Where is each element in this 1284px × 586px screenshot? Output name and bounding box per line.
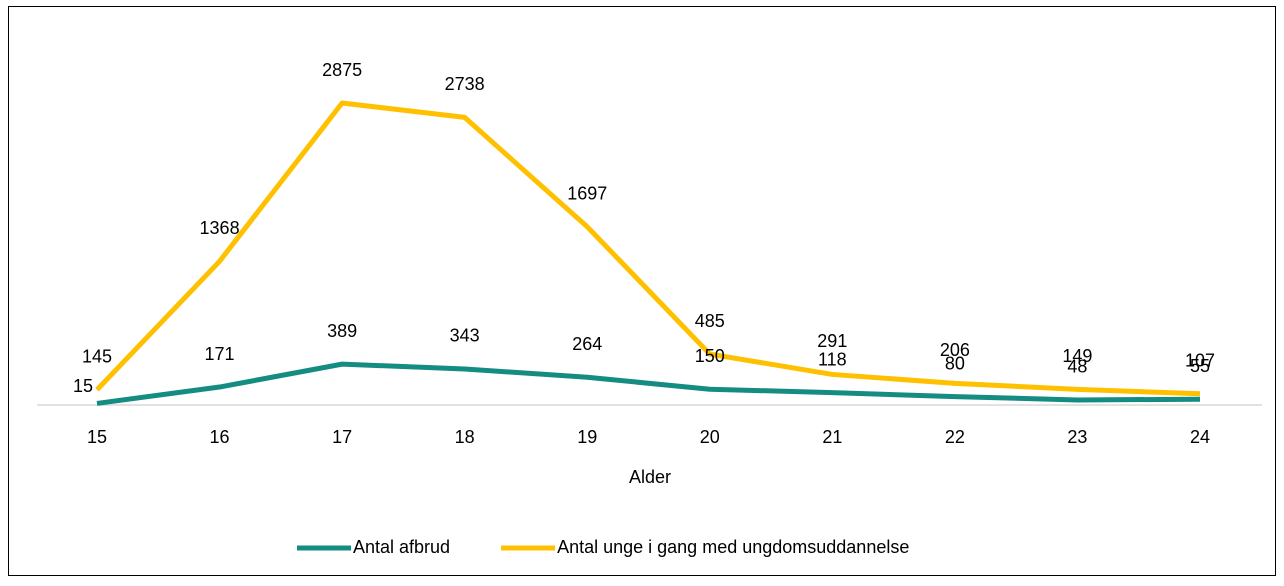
x-tick-label: 19	[577, 427, 597, 447]
data-label: 171	[205, 344, 235, 364]
data-label: 2875	[322, 60, 362, 80]
data-label: 2738	[445, 74, 485, 94]
data-label: 145	[82, 347, 112, 367]
series-line	[95, 100, 1201, 397]
data-label: 343	[450, 326, 480, 346]
data-label: 150	[695, 346, 725, 366]
data-label: 264	[572, 334, 602, 354]
x-tick-label: 15	[87, 427, 107, 447]
chart-border	[8, 6, 1276, 576]
data-label: 80	[945, 353, 965, 373]
data-label: 107	[1185, 351, 1215, 371]
x-tick-label: 20	[700, 427, 720, 447]
data-label: 15	[73, 376, 93, 396]
data-label: 118	[818, 349, 847, 369]
data-label: 389	[327, 321, 357, 341]
series-line	[96, 361, 1201, 406]
data-label: 48	[1067, 357, 1087, 377]
data-label: 55	[1190, 356, 1210, 376]
x-tick-label: 22	[945, 427, 965, 447]
data-label: 291	[817, 331, 847, 351]
x-tick-label: 17	[332, 427, 352, 447]
x-tick-label: 24	[1190, 427, 1210, 447]
data-label: 485	[695, 311, 725, 331]
data-label: 1697	[567, 183, 607, 203]
x-tick-label: 16	[210, 427, 230, 447]
x-tick-label: 18	[455, 427, 475, 447]
x-tick-label: 23	[1067, 427, 1087, 447]
data-label: 1368	[200, 218, 240, 238]
x-axis-label: Alder	[629, 467, 671, 487]
legend-label: Antal unge i gang med ungdomsuddannelse	[557, 537, 909, 557]
legend-label: Antal afbrud	[353, 537, 450, 557]
data-label: 149	[1062, 346, 1092, 366]
data-label: 206	[940, 340, 970, 360]
x-tick-label: 21	[822, 427, 842, 447]
